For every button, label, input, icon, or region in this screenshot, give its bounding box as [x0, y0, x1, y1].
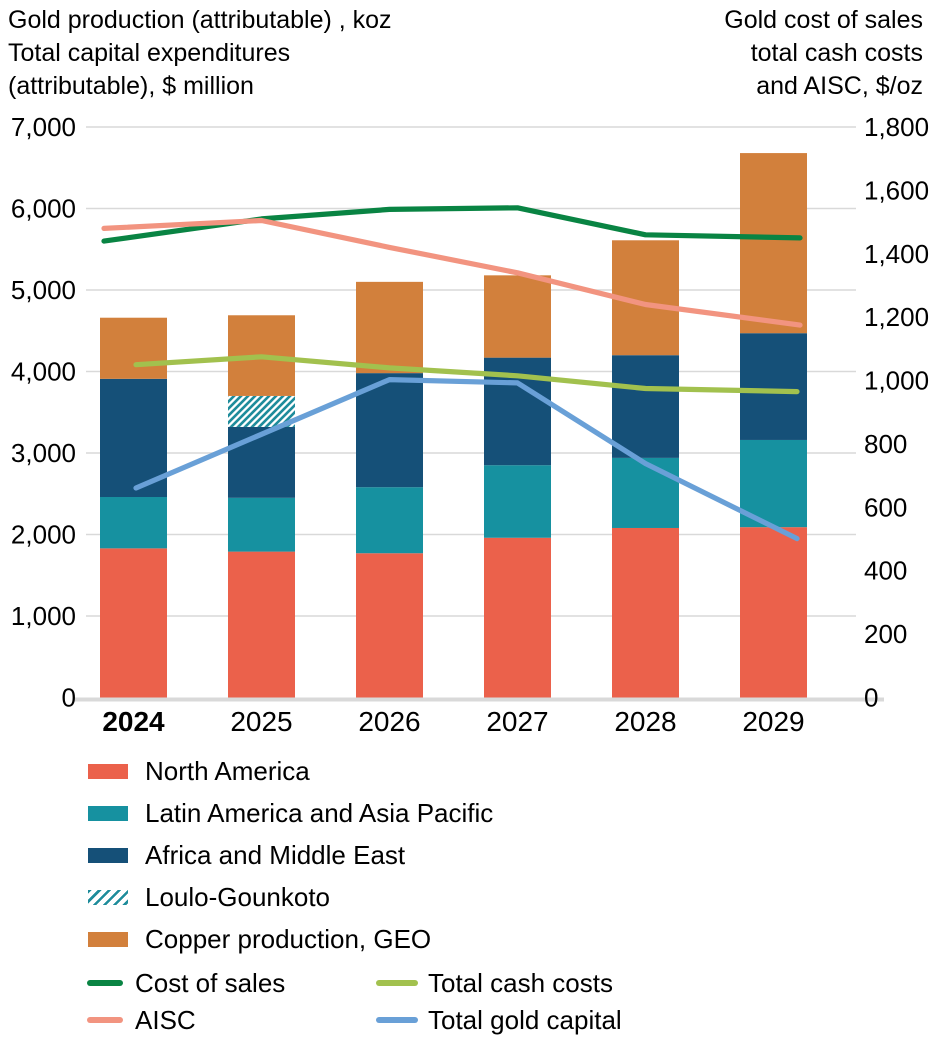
x-axis-tick-label-2026: 2026: [358, 706, 420, 737]
legend-label: North America: [145, 755, 310, 786]
y-axis-right-tick-label: 800: [864, 429, 907, 459]
bar-segment-africa-and-middle-east-2029: [740, 333, 807, 440]
line-total-cash-costs: [133, 354, 800, 395]
bar-segment-copper-production-geo-2024: [100, 317, 167, 379]
bar-segment-africa-and-middle-east-2025: [228, 426, 295, 498]
x-axis-tick-label-2025: 2025: [230, 706, 292, 737]
right-axis-title-line3: and AISC, $/oz: [756, 72, 923, 100]
legend-label: Total gold capital: [428, 1004, 622, 1035]
y-axis-left-tick-label: 0: [62, 683, 76, 713]
legend-label: Cost of sales: [135, 967, 286, 998]
bar-segment-north-america-2025: [228, 551, 295, 698]
line-aisc: [101, 217, 803, 328]
y-axis-right-tick-label: 1,000: [864, 366, 929, 396]
bar-segment-loulo-gounkoto-2025: [228, 395, 295, 427]
y-axis-left-tick-label: 7,000: [11, 112, 76, 142]
y-axis-right-tick-label: 600: [864, 492, 907, 522]
left-axis-title: Gold production (attributable) , koz Tot…: [8, 4, 392, 103]
left-axis-title-line3: (attributable), $ million: [8, 72, 254, 100]
x-axis-tick-label-2027: 2027: [486, 706, 548, 737]
y-axis-right-tick-label: 1,800: [864, 112, 929, 142]
bar-segment-copper-production-geo-2026: [356, 281, 423, 374]
africa-middle-east-swatch: [88, 847, 128, 863]
bar-segment-latin-america-and-asia-pacific-2025: [228, 497, 295, 552]
bar-segment-latin-america-and-asia-pacific-2029: [740, 439, 807, 528]
y-axis-right-tick-label: 1,400: [864, 239, 929, 269]
legend-label: Loulo-Gounkoto: [145, 881, 331, 912]
y-axis-right-tick-label: 1,200: [864, 302, 929, 332]
right-axis-title-line1: Gold cost of sales: [724, 6, 923, 34]
y-axis-right-tick-label: 1,600: [864, 175, 929, 205]
bar-segment-north-america-2026: [356, 553, 423, 698]
y-axis-left-tick-label: 3,000: [11, 438, 76, 468]
x-axis-tick-label-2029: 2029: [742, 706, 804, 737]
cost-of-sales-line-swatch: [87, 980, 123, 986]
copper-production-swatch: [88, 931, 128, 947]
x-axis-tick-label-2028: 2028: [614, 706, 676, 737]
legend-item-cost-of-sales: Cost of sales: [87, 968, 285, 998]
legend-item-total-cash-costs: Total cash costs: [376, 968, 613, 998]
legend-label: AISC: [135, 1004, 196, 1035]
legend-label: Total cash costs: [428, 967, 613, 998]
left-axis-title-line1: Gold production (attributable) , koz: [8, 6, 392, 34]
legend-label: Latin America and Asia Pacific: [145, 797, 494, 828]
bar-segment-latin-america-and-asia-pacific-2028: [612, 457, 679, 528]
bar-segment-north-america-2027: [484, 537, 551, 698]
right-axis-title-line2: total cash costs: [750, 39, 923, 67]
legend-label: Copper production, GEO: [145, 923, 432, 954]
bar-segment-north-america-2028: [612, 527, 679, 698]
bar-legend: North America Latin America and Asia Pac…: [88, 756, 493, 966]
bar-segment-latin-america-and-asia-pacific-2024: [100, 497, 167, 549]
bar-segment-latin-america-and-asia-pacific-2027: [484, 465, 551, 538]
bar-segment-africa-and-middle-east-2028: [612, 355, 679, 458]
x-axis-tick-label-2024: 2024: [102, 706, 165, 737]
bar-segment-latin-america-and-asia-pacific-2026: [356, 487, 423, 554]
chart-canvas: 0 1,000 2,000 3,000 4,000 5,000 6,000 7,000 0 200…: [11, 112, 929, 737]
legend-item-africa-middle-east: Africa and Middle East: [88, 840, 493, 870]
y-axis-right-tick-label: 400: [864, 556, 907, 586]
y-axis-left-tick-label: 4,000: [11, 357, 76, 387]
y-axis-left-tick-label: 1,000: [11, 601, 76, 631]
y-axis-left-tick-label: 2,000: [11, 520, 76, 550]
right-axis-title: Gold cost of sales total cash costs and …: [724, 4, 923, 103]
bar-segment-copper-production-geo-2027: [484, 275, 551, 358]
legend-item-total-gold-capital: Total gold capital: [376, 1005, 622, 1035]
legend-item-loulo-gounkoto: Loulo-Gounkoto: [88, 882, 493, 912]
total-cash-costs-line-swatch: [376, 980, 418, 986]
bar-segment-copper-production-geo-2029: [740, 153, 807, 334]
legend-item-latin-america-asia-pacific: Latin America and Asia Pacific: [88, 798, 493, 828]
y-axis-left-tick-label: 5,000: [11, 275, 76, 305]
legend-item-north-america: North America: [88, 756, 493, 786]
legend-item-aisc: AISC: [87, 1005, 196, 1035]
line-total-gold-capital: [133, 377, 800, 542]
y-axis-right-tick-label: 0: [864, 683, 878, 713]
latin-america-swatch: [88, 805, 128, 821]
y-axis-right-tick-label: 200: [864, 619, 907, 649]
bar-segment-africa-and-middle-east-2026: [356, 373, 423, 488]
legend-label: Africa and Middle East: [145, 839, 406, 870]
total-gold-capital-line-swatch: [376, 1017, 418, 1023]
legend-item-copper-production: Copper production, GEO: [88, 924, 493, 954]
north-america-swatch: [88, 763, 128, 779]
y-axis-left-tick-label: 6,000: [11, 194, 76, 224]
left-axis-title-line2: Total capital expenditures: [8, 39, 291, 67]
bar-segment-north-america-2029: [740, 527, 807, 698]
bar-segment-north-america-2024: [100, 548, 167, 698]
loulo-gounkoto-hatch-swatch: [88, 889, 128, 905]
aisc-line-swatch: [87, 1017, 123, 1023]
